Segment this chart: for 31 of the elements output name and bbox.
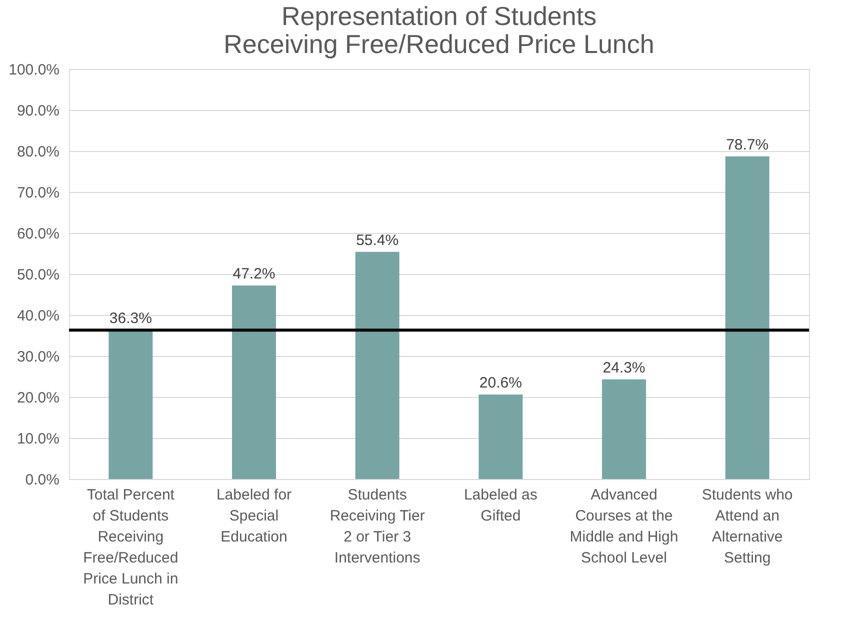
y-tick-label: 90.0% [16,102,60,120]
data-label: 20.6% [479,374,522,392]
y-tick-label: 30.0% [16,348,60,366]
text: Representation of Students [281,1,597,31]
data-label: 55.4% [356,232,399,249]
bar [478,394,523,479]
x-tick-label: Total Percent of Students Receiving Free/Reduced Price Lunch in District [83,486,178,608]
x-tick-label: Advanced Courses at the Middle and High School Level [570,486,678,566]
y-tick-label: 80.0% [16,144,60,160]
data-label: 47.2% [232,265,276,282]
bar [108,330,153,479]
y-tick-label: 70.0% [16,184,60,202]
y-tick-label: 100.0% [8,62,60,78]
bar [232,285,276,479]
y-tick-label: 10.0% [16,430,60,448]
bar [602,379,646,479]
x-tick-label: Students Receiving Tier 2 or Tier 3 Interventions [330,486,425,566]
data-label: 78.7% [726,136,769,154]
data-label: 36.3% [109,310,152,328]
data-label: 24.3% [602,359,646,376]
y-tick-label: 40.0% [16,308,60,324]
bar [725,156,770,479]
text: Receiving Free/Reduced Price Lunch [224,29,654,59]
y-tick-label: 20.0% [16,390,60,406]
y-tick-label: 50.0% [16,266,60,284]
x-tick-label: Labeled for Special Education [216,486,292,546]
x-tick-label: Students who Attend an Alternative Setting [702,486,793,566]
x-tick-label: Labeled as Gifted [464,486,538,524]
y-tick-label: 0.0% [25,472,60,488]
y-tick-label: 60.0% [16,226,60,242]
bar [355,252,400,479]
